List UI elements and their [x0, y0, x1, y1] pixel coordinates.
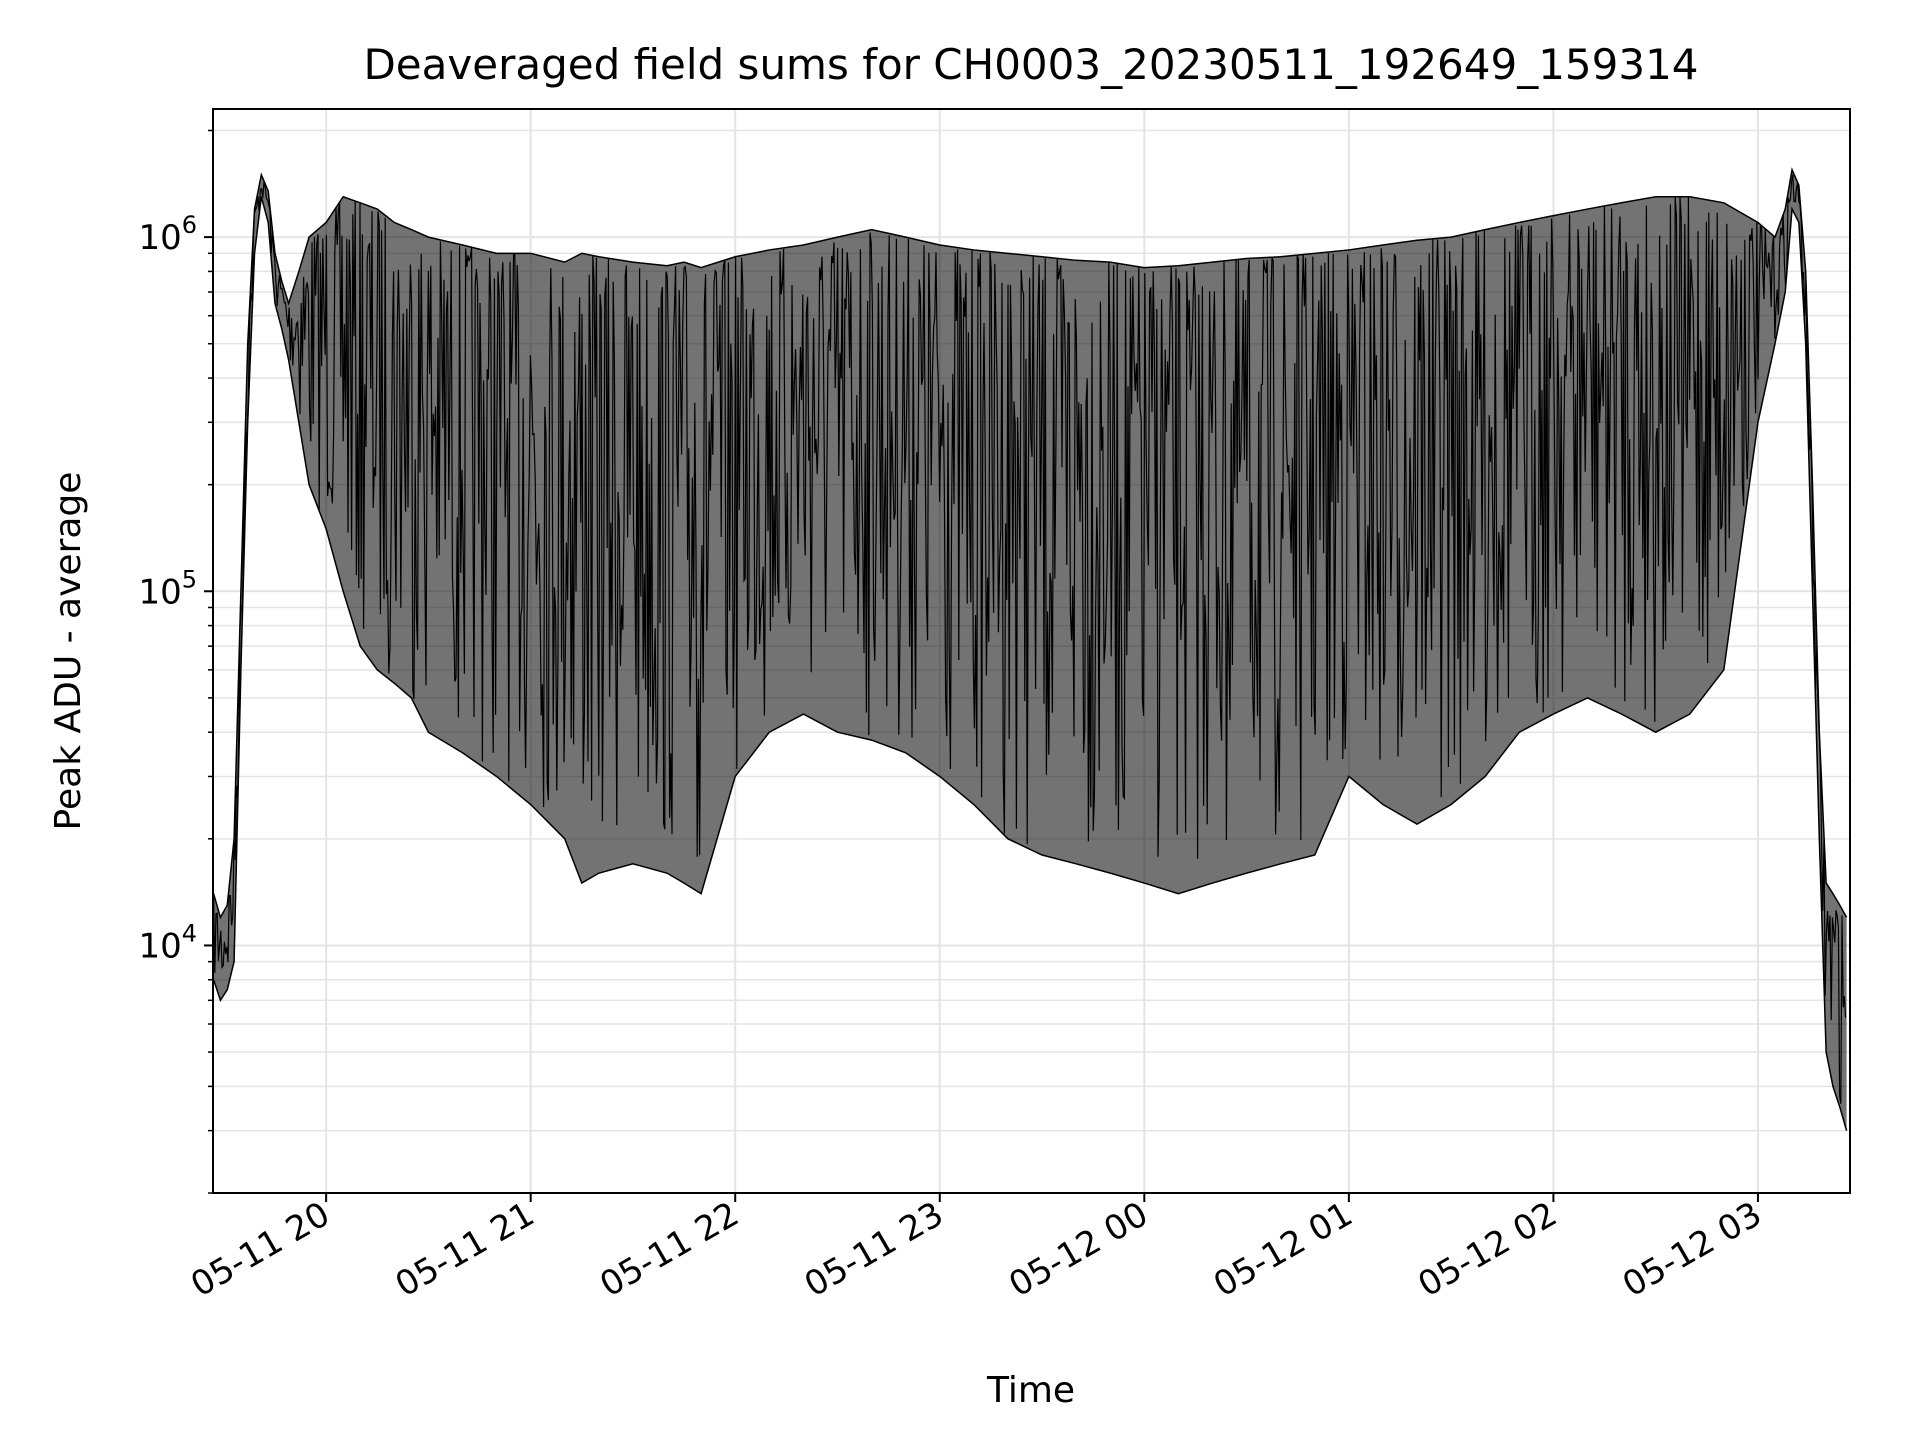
- data-layer: [212, 167, 1848, 1131]
- series-upper-line: [212, 167, 1848, 920]
- chart-title: Deaveraged field sums for CH0003_2023051…: [363, 40, 1698, 89]
- y-axis-label: Peak ADU - average: [48, 472, 89, 831]
- x-axis-label: Time: [986, 1370, 1075, 1411]
- y-tick-label: 106: [138, 211, 197, 258]
- y-tick-label: 104: [138, 919, 197, 966]
- series-envelope: [213, 169, 1847, 1131]
- plot-frame: [212, 108, 1851, 1194]
- y-tick-label: 105: [138, 565, 197, 612]
- series-lower-line: [212, 196, 1848, 1131]
- series-line: [212, 174, 1847, 1104]
